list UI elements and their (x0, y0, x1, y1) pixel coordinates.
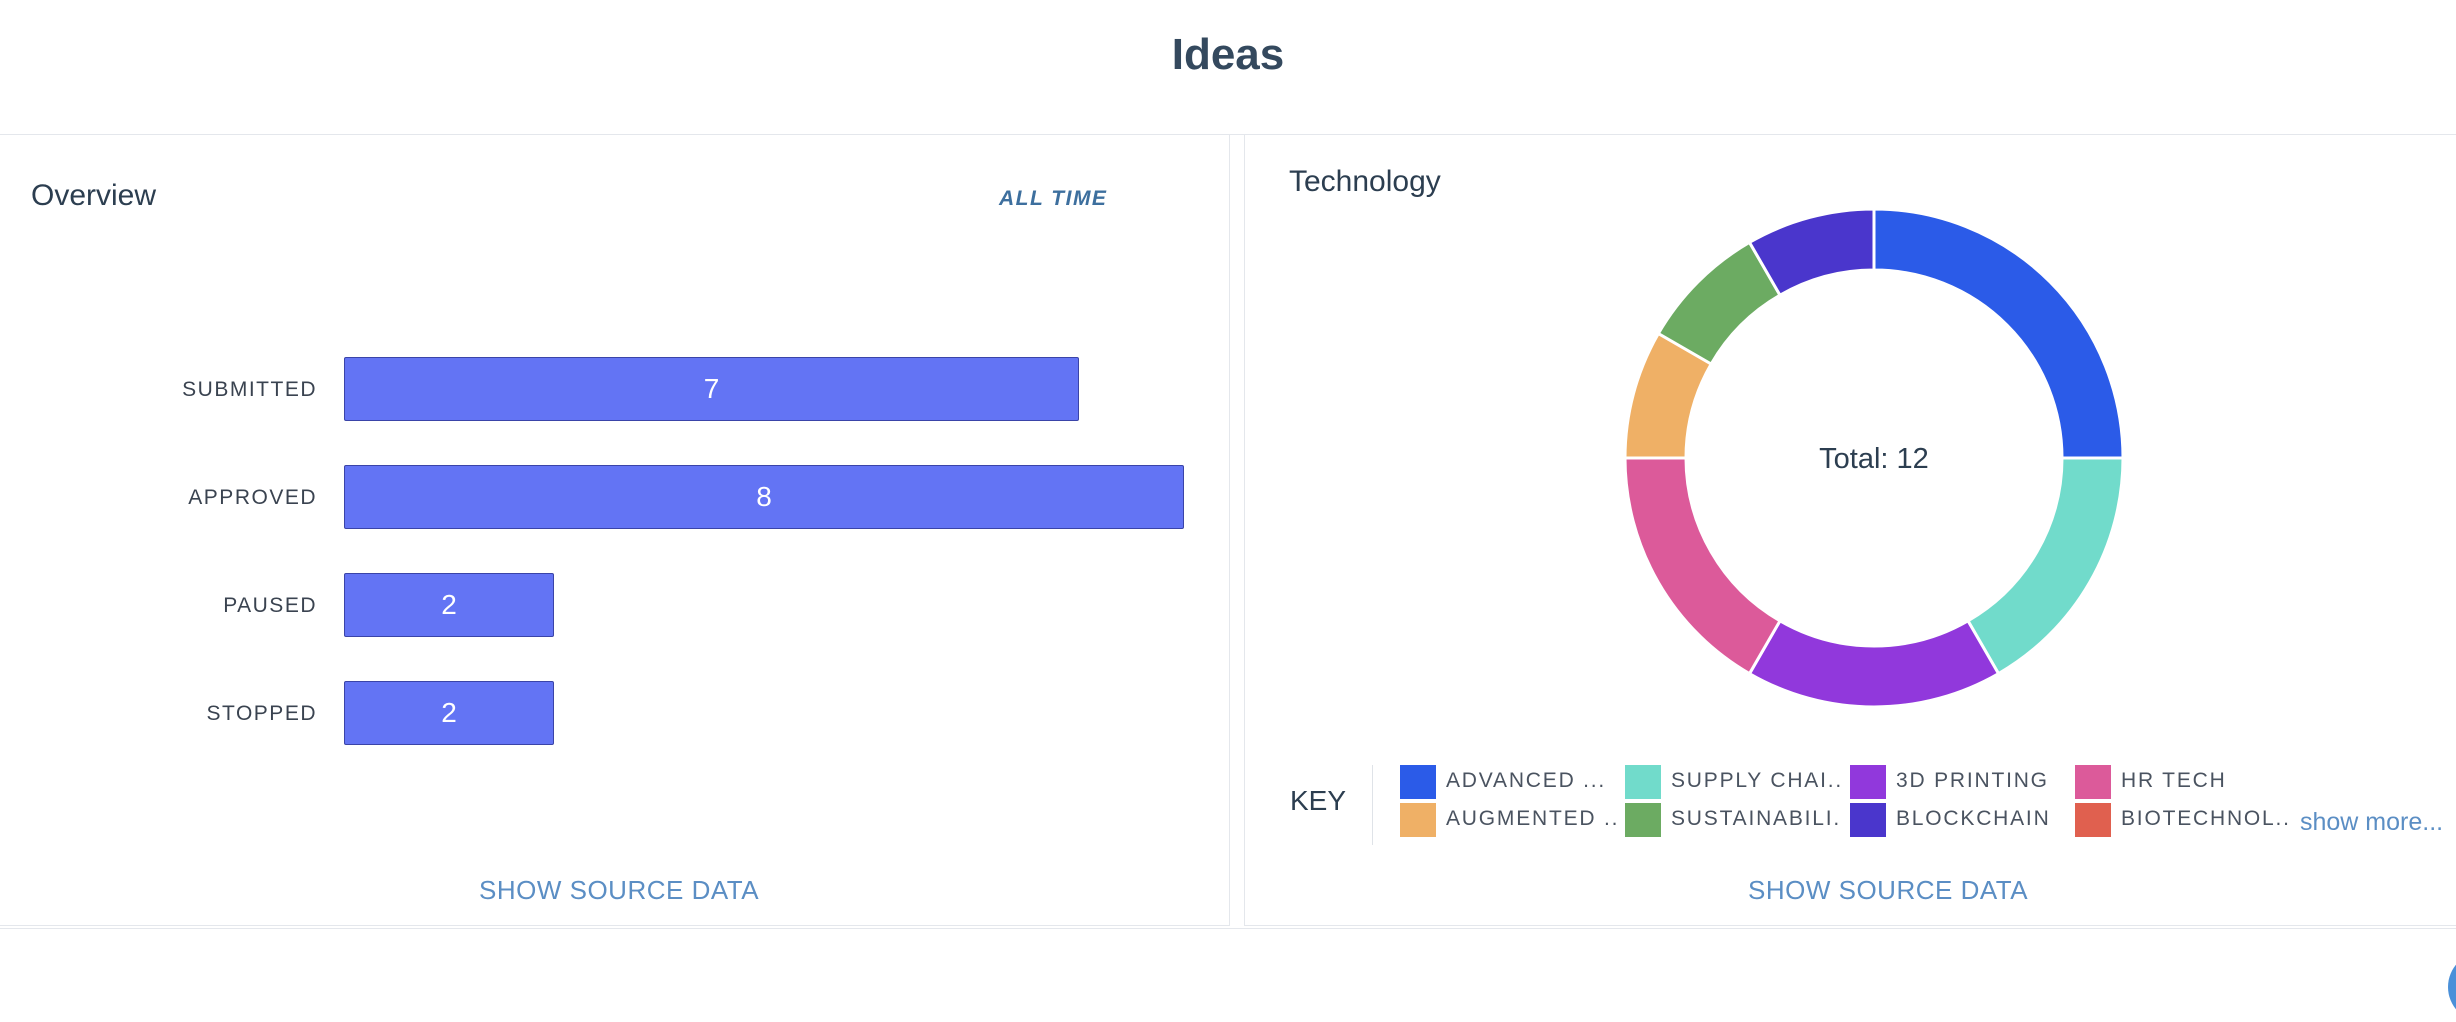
technology-show-source-data-link[interactable]: SHOW SOURCE DATA (1748, 875, 2029, 905)
legend-label: ADVANCED ... (1446, 769, 1607, 792)
chat-button[interactable] (2448, 952, 2456, 1022)
bar-submitted[interactable]: 7 (344, 357, 1079, 421)
bar-category-label: STOPPED (206, 702, 317, 725)
legend-label: SUPPLY CHAI... (1671, 769, 1841, 792)
bar-stopped[interactable]: 2 (344, 681, 554, 745)
donut-slice-1[interactable] (1965, 456, 2125, 676)
legend-divider (1372, 765, 1373, 845)
overview-show-source-data-link[interactable]: SHOW SOURCE DATA (479, 875, 760, 905)
legend-swatch (1400, 803, 1436, 837)
technology-title: Technology (1289, 165, 1441, 198)
bar-row-submitted: SUBMITTED 7 (0, 357, 1231, 423)
legend-swatch (1625, 765, 1661, 799)
donut-slice-6[interactable] (1747, 207, 1876, 298)
legend-item[interactable]: BIOTECHNOL... (2075, 803, 2291, 837)
legend-label: 3D PRINTING (1896, 769, 2049, 792)
legend-item[interactable]: SUSTAINABILI... (1625, 803, 1841, 837)
footer-divider (0, 928, 2456, 929)
show-more-link[interactable]: show more... (2300, 808, 2444, 836)
legend-item[interactable]: ADVANCED ... (1400, 765, 1615, 799)
bar-row-stopped: STOPPED 2 (0, 681, 1231, 747)
overview-title: Overview (31, 179, 157, 212)
page-title: Ideas (1171, 30, 1285, 79)
bar-row-paused: PAUSED 2 (0, 573, 1231, 639)
bar-approved[interactable]: 8 (344, 465, 1184, 529)
technology-donut-chart: Total: 12 (1623, 207, 2125, 709)
legend-label: BLOCKCHAIN (1896, 807, 2051, 830)
legend-label: AUGMENTED ... (1446, 807, 1616, 830)
legend-item[interactable]: BLOCKCHAIN (1850, 803, 2065, 837)
legend-swatch (1850, 803, 1886, 837)
time-filter-link[interactable]: ALL TIME (999, 187, 1108, 210)
donut-slice-0[interactable] (1872, 207, 2125, 460)
donut-center-total: Total: 12 (1819, 443, 1929, 475)
bar-category-label: SUBMITTED (182, 378, 317, 401)
donut-slice-2[interactable] (1747, 618, 2001, 709)
legend-label: BIOTECHNOL... (2121, 807, 2291, 830)
legend-item[interactable]: AUGMENTED ... (1400, 803, 1616, 837)
legend-item[interactable]: 3D PRINTING (1850, 765, 2065, 799)
bar-category-label: APPROVED (188, 486, 317, 509)
legend-label: SUSTAINABILI... (1671, 807, 1841, 830)
technology-card: Technology Total: 12 KEY ADVANCED ... SUP… (1244, 134, 2456, 926)
donut-slice-3[interactable] (1623, 456, 1783, 676)
bar-category-label: PAUSED (223, 594, 317, 617)
legend-swatch (1625, 803, 1661, 837)
legend-item[interactable]: SUPPLY CHAI... (1625, 765, 1841, 799)
legend-item[interactable]: HR TECH (2075, 765, 2290, 799)
legend-key-label: KEY (1290, 785, 1347, 816)
bar-paused[interactable]: 2 (344, 573, 554, 637)
bar-row-approved: APPROVED 8 (0, 465, 1231, 531)
overview-card: Overview ALL TIME SUBMITTED 7 APPROVED 8 PAU… (0, 134, 1230, 926)
legend-swatch (1850, 765, 1886, 799)
legend-swatch (2075, 765, 2111, 799)
legend-swatch (2075, 803, 2111, 837)
legend-label: HR TECH (2121, 769, 2227, 792)
legend-swatch (1400, 765, 1436, 799)
